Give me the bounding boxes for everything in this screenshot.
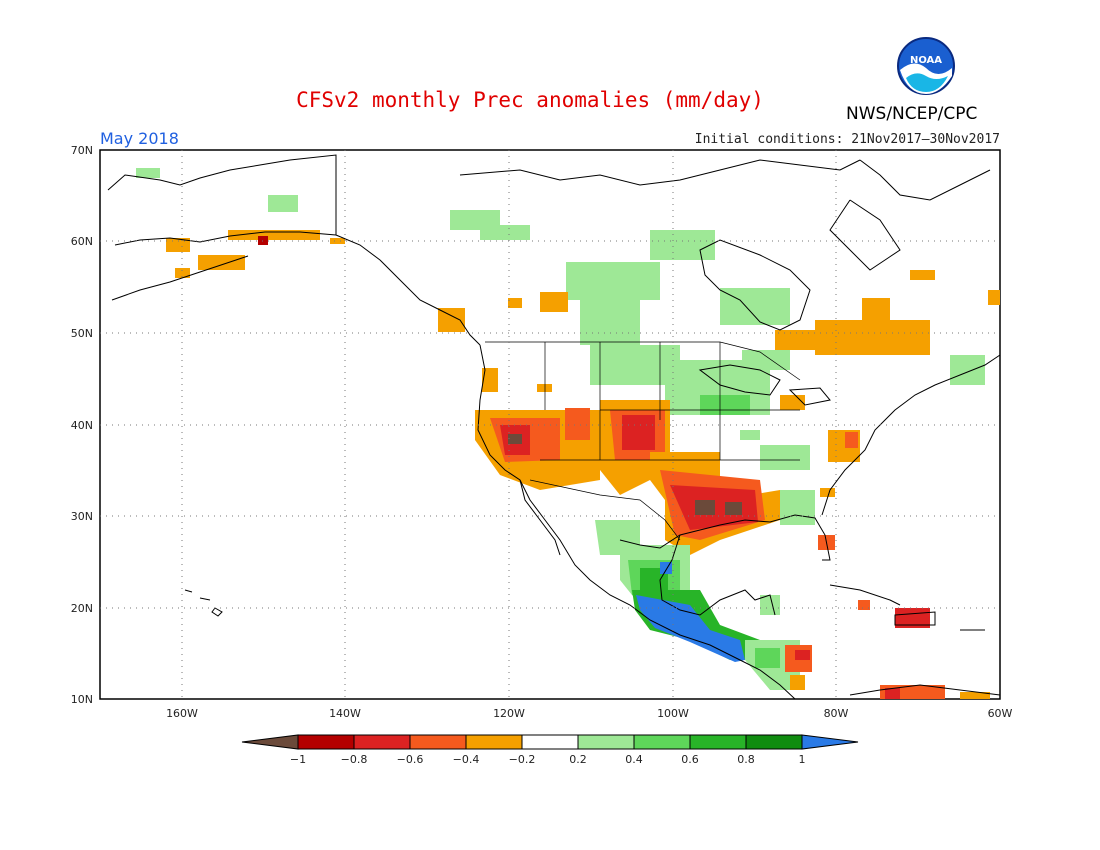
lat-label-20n: 20N <box>71 602 93 615</box>
map-title: CFSv2 monthly Prec anomalies (mm/day) <box>296 88 764 112</box>
lat-label-40n: 40N <box>71 419 93 432</box>
longitude-labels: 160W 140W 120W 100W 80W 60W <box>166 707 1012 720</box>
lon-label-80w: 80W <box>824 707 849 720</box>
target-month-label: May 2018 <box>100 129 179 148</box>
legend-label-2: −0.8 <box>341 753 368 766</box>
lat-label-70n: 70N <box>71 144 93 157</box>
legend-swatch-1 <box>297 734 355 750</box>
legend-label-9: 0.8 <box>737 753 755 766</box>
coastlines <box>107 154 1001 700</box>
legend-label-5: −0.2 <box>509 753 536 766</box>
political-borders <box>485 341 801 541</box>
legend-swatch-4 <box>465 734 523 750</box>
lon-label-160w: 160W <box>166 707 198 720</box>
legend-swatch-below-minus-1 <box>241 734 299 750</box>
legend-label-3: −0.6 <box>397 753 424 766</box>
legend-swatch-9 <box>745 734 803 750</box>
latitude-labels: 70N 60N 50N 40N 30N 20N 10N <box>71 144 93 706</box>
color-legend: −1 −0.8 −0.6 −0.4 −0.2 0.2 0.4 0.6 0.8 1 <box>241 734 859 766</box>
legend-swatch-above-1 <box>801 734 859 750</box>
legend-label-7: 0.4 <box>625 753 643 766</box>
graticule <box>100 150 1000 699</box>
legend-swatch-6 <box>577 734 635 750</box>
lon-label-120w: 120W <box>493 707 525 720</box>
anomaly-patches <box>136 168 1000 699</box>
lon-label-100w: 100W <box>657 707 689 720</box>
organization-label: NWS/NCEP/CPC <box>846 104 978 124</box>
legend-label-6: 0.2 <box>569 753 587 766</box>
legend-swatch-2 <box>353 734 411 750</box>
noaa-logo: NOAA <box>897 37 955 95</box>
legend-swatch-5 <box>521 734 579 750</box>
lat-label-50n: 50N <box>71 327 93 340</box>
logo-text: NOAA <box>910 55 942 66</box>
legend-swatch-8 <box>689 734 747 750</box>
legend-label-4: −0.4 <box>453 753 480 766</box>
legend-label-8: 0.6 <box>681 753 699 766</box>
lon-label-60w: 60W <box>988 707 1013 720</box>
lon-label-140w: 140W <box>329 707 361 720</box>
legend-label-10: 1 <box>799 753 806 766</box>
initial-conditions-label: Initial conditions: 21Nov2017–30Nov2017 <box>694 132 1000 147</box>
legend-label-1: −1 <box>290 753 306 766</box>
legend-swatch-3 <box>409 734 467 750</box>
legend-swatch-7 <box>633 734 691 750</box>
lat-label-10n: 10N <box>71 693 93 706</box>
lat-label-60n: 60N <box>71 235 93 248</box>
lat-label-30n: 30N <box>71 510 93 523</box>
